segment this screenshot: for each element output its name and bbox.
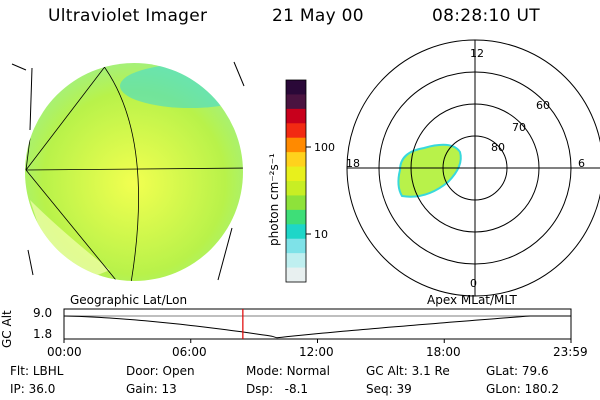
colorbar-band: [286, 94, 306, 110]
status-gc-alt: GC Alt: 3.1 Re: [366, 364, 450, 378]
time-label: 08:28:10 UT: [432, 6, 540, 26]
colorbar-band: [286, 137, 306, 153]
geo-image: [11, 61, 245, 281]
colorbar-band: [286, 224, 306, 240]
date-label: 21 May 00: [272, 6, 364, 26]
auroral-oval: [397, 143, 462, 198]
geo-grid-line: [94, 63, 139, 281]
mlt-label-18: 18: [346, 157, 360, 170]
colorbar-band: [286, 80, 306, 95]
colorbar-frame: [285, 79, 307, 283]
geo-grid-line: [25, 169, 121, 281]
timeline-xtick: 06:00: [172, 345, 207, 359]
colorbar-band: [286, 195, 306, 211]
coastline-fragment: [11, 61, 245, 281]
altitude-curve: [63, 315, 571, 339]
timeline-ylabel: GC Alt: [0, 310, 14, 348]
status-glon: GLon: 180.2: [486, 382, 559, 396]
geo-grid-line: [25, 63, 111, 171]
status-ip: IP: 36.0: [10, 382, 56, 396]
limb-region: [120, 64, 243, 108]
colorbar-unit-label: photon cm⁻²s⁻¹: [267, 153, 281, 246]
polar-plot: [346, 39, 600, 297]
colorbar: [285, 79, 311, 283]
colorbar-band: [286, 181, 306, 196]
timeline-xtick: 23:59: [553, 345, 588, 359]
colorbar-band: [286, 238, 306, 254]
colorbar-label-10: 10: [314, 228, 328, 241]
timeline-frame: [63, 308, 572, 340]
colorbar-band: [286, 108, 306, 124]
status-seq: Seq: 39: [366, 382, 412, 396]
colorbar-band: [286, 166, 306, 182]
timeline-ytick-low: 1.8: [33, 327, 53, 341]
mlat-label-80: 80: [491, 141, 505, 154]
bright-region: [30, 200, 110, 281]
timeline-xtick: 18:00: [426, 345, 461, 359]
instrument-title: Ultraviolet Imager: [48, 6, 208, 26]
status-mode: Mode: Normal: [246, 364, 330, 378]
mlt-label-12: 12: [470, 47, 484, 60]
mlt-label-6: 6: [578, 157, 585, 170]
mlat-label-60: 60: [536, 99, 550, 112]
geo-grid-line: [25, 167, 243, 171]
colorbar-band: [286, 267, 306, 283]
timeline-xtick: 00:00: [47, 345, 82, 359]
colorbar-band: [286, 123, 306, 139]
status-gain: Gain: 13: [126, 382, 177, 396]
status-door: Door: Open: [126, 364, 195, 378]
status-glat: GLat: 79.6: [486, 364, 549, 378]
polar-panel-label: Apex MLat/MLT: [427, 293, 517, 307]
colorbar-band: [286, 253, 306, 269]
status-flt: Flt: LBHL: [10, 364, 64, 378]
mlt-label-0: 0: [470, 277, 477, 290]
mlat-label-70: 70: [512, 121, 526, 134]
timeline-chart: [63, 308, 572, 343]
colorbar-label-100: 100: [314, 141, 335, 154]
colorbar-band: [286, 209, 306, 225]
geo-panel-label: Geographic Lat/Lon: [70, 293, 188, 307]
status-dsp: Dsp: -8.1: [246, 382, 309, 396]
colorbar-band: [286, 152, 306, 168]
earth-disk: [25, 63, 243, 281]
timeline-xtick: 12:00: [299, 345, 334, 359]
timeline-ytick-high: 9.0: [33, 306, 53, 320]
